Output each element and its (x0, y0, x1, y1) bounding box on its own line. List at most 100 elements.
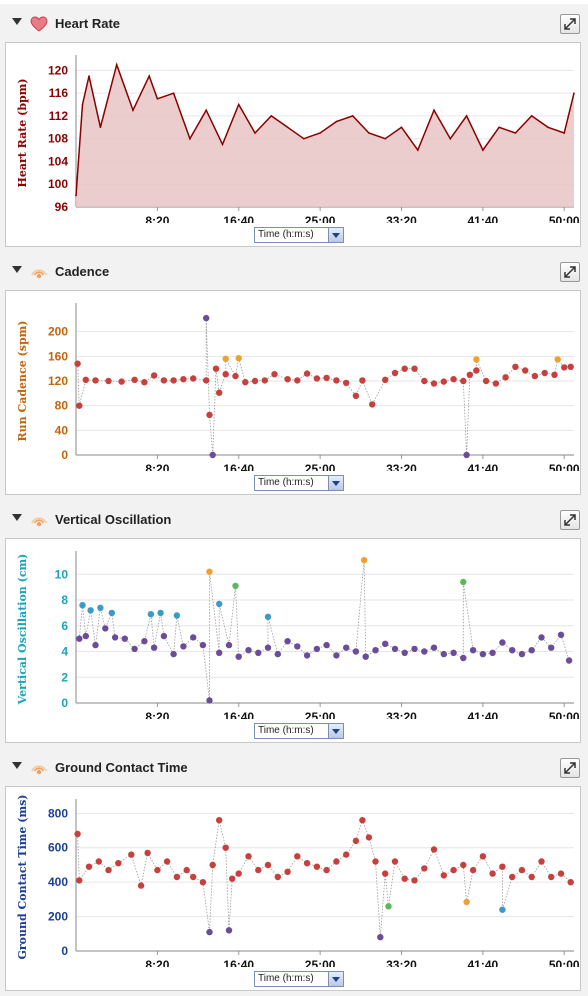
expand-icon (564, 762, 576, 774)
red-data-point (522, 367, 529, 374)
purple-data-point (323, 641, 330, 649)
expand-button[interactable] (560, 510, 580, 530)
heart-rate-point (172, 92, 175, 94)
x-axis-selector[interactable]: Time (h:m:s) (254, 723, 344, 739)
expand-button[interactable] (560, 758, 580, 778)
heart-rate-point (563, 132, 565, 134)
red-data-point (369, 401, 376, 408)
purple-data-point (538, 634, 545, 641)
chevron-down-icon[interactable] (328, 724, 343, 738)
red-data-point (209, 861, 216, 869)
cadence-plot: 0 40 80 120 160 200 8:20 16:40 25:00 33:20 41:40 50… (16, 303, 580, 471)
red-data-point (561, 364, 568, 371)
orange-data-point (463, 898, 470, 906)
chevron-down-icon[interactable] (328, 972, 343, 986)
red-data-point (343, 851, 350, 858)
purple-data-point (479, 650, 487, 658)
red-data-point (343, 379, 350, 387)
purple-data-point (160, 632, 168, 640)
heart-rate-point (205, 109, 207, 111)
heart-rate-line (75, 62, 575, 196)
chevron-down-icon[interactable] (328, 228, 343, 242)
panel-header[interactable]: Heart Rate (0, 4, 588, 42)
panel-header[interactable]: Cadence (0, 252, 588, 290)
panel-header[interactable]: Ground Contact Time (0, 748, 588, 786)
ground-contact-time-chart: 0 200 400 600 800 8:20 16:40 25:00 33:20 41:40 50:… (5, 786, 581, 991)
expand-button[interactable] (560, 262, 580, 282)
heart-rate-point (303, 137, 305, 140)
x-axis-selector[interactable]: Time (h:m:s) (254, 971, 344, 987)
red-data-point (411, 365, 418, 372)
red-data-point (333, 858, 340, 865)
blue-data-point (157, 609, 164, 617)
red-data-point (489, 870, 496, 877)
x-tick-label: 8:20 (145, 958, 169, 967)
red-data-point (551, 371, 558, 378)
red-data-point (303, 860, 311, 867)
purple-data-point (150, 644, 158, 651)
heart-rate-point (351, 115, 354, 117)
heart-rate-point (99, 126, 102, 129)
x-tick-label: 8:20 (145, 710, 169, 719)
red-data-point (482, 377, 490, 385)
red-data-point (421, 865, 428, 872)
collapse-triangle-icon[interactable] (12, 762, 22, 769)
red-data-point (190, 375, 197, 382)
running-dynamics-icon (31, 517, 47, 527)
red-data-point (92, 377, 99, 384)
purple-data-point (76, 635, 83, 642)
x-axis-selector-label: Time (h:m:s) (258, 973, 314, 984)
heart-rate-point (465, 115, 468, 117)
purple-data-point (518, 650, 526, 658)
red-data-point (118, 378, 125, 385)
purple-data-point (82, 632, 90, 640)
red-data-point (294, 377, 301, 384)
red-data-point (261, 377, 268, 384)
red-data-point (284, 868, 291, 875)
collapse-triangle-icon[interactable] (12, 514, 22, 521)
red-data-point (518, 866, 526, 874)
expand-icon (564, 266, 576, 278)
red-data-point (391, 369, 399, 377)
x-axis-selector-label: Time (h:m:s) (258, 477, 314, 488)
x-tick-label: 16:40 (223, 462, 254, 471)
purple-data-point (372, 647, 379, 654)
orange-data-point (222, 355, 229, 362)
purple-data-point (382, 640, 389, 647)
heart-icon (30, 16, 48, 32)
expand-button[interactable] (560, 14, 580, 34)
purple-data-point (460, 654, 467, 662)
heart-rate-point (400, 126, 403, 129)
panel-header[interactable]: Vertical Oscillation (0, 500, 588, 538)
red-data-point (401, 365, 408, 372)
chevron-down-icon[interactable] (328, 476, 343, 490)
purple-data-point (206, 697, 213, 704)
red-data-point (499, 863, 506, 870)
red-data-point (232, 372, 239, 380)
x-tick-label: 25:00 (305, 214, 336, 223)
purple-data-point (121, 635, 128, 642)
collapse-triangle-icon[interactable] (12, 18, 22, 25)
red-data-point (95, 858, 103, 865)
x-axis-selector[interactable]: Time (h:m:s) (254, 475, 344, 491)
orange-data-point (235, 355, 242, 362)
red-data-point (235, 870, 242, 877)
red-data-point (313, 375, 321, 382)
collapse-triangle-icon[interactable] (12, 266, 22, 273)
purple-data-point (463, 451, 470, 459)
y-tick-label: 600 (48, 841, 68, 855)
purple-data-point (264, 644, 272, 651)
red-data-point (541, 369, 548, 377)
red-data-point (509, 873, 516, 881)
red-data-point (460, 377, 467, 385)
x-tick-label: 33:20 (386, 462, 417, 471)
x-axis-selector-label: Time (h:m:s) (258, 229, 314, 240)
x-axis-selector[interactable]: Time (h:m:s) (254, 227, 344, 243)
red-data-point (430, 846, 438, 853)
heart-rate-point (148, 75, 150, 77)
heart-rate-point (417, 149, 419, 151)
heart-rate-area (76, 64, 574, 207)
purple-data-point (377, 934, 384, 941)
purple-data-point (343, 644, 350, 651)
red-data-point (76, 877, 83, 884)
